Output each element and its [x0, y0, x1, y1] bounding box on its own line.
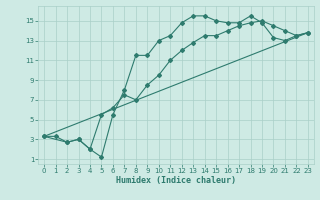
X-axis label: Humidex (Indice chaleur): Humidex (Indice chaleur)	[116, 176, 236, 185]
